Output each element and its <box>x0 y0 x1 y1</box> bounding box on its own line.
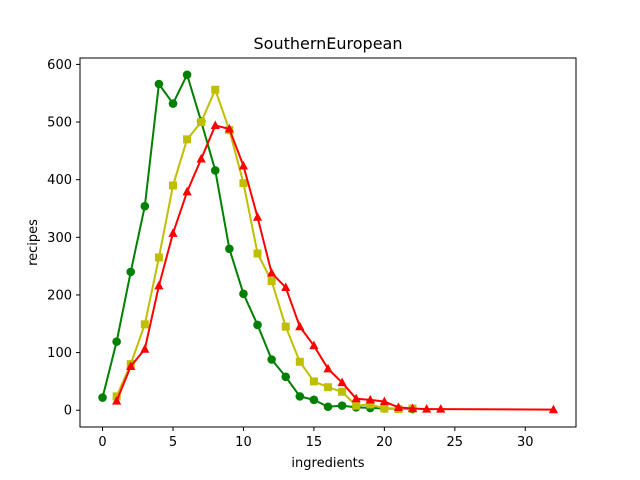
data-point <box>210 166 220 175</box>
data-point <box>211 85 220 94</box>
data-point <box>253 249 262 258</box>
data-point <box>422 404 432 413</box>
data-point <box>309 395 319 405</box>
data-point <box>407 403 418 413</box>
y-tick-label: 200 <box>47 288 72 303</box>
data-point <box>281 372 291 382</box>
data-point <box>295 357 304 366</box>
y-tick-label: 100 <box>47 346 72 361</box>
data-point <box>436 404 446 413</box>
chart-title: SouthernEuropean <box>254 34 403 53</box>
data-point <box>182 186 192 196</box>
data-point <box>337 401 347 410</box>
data-point <box>295 321 305 331</box>
data-point <box>380 404 389 413</box>
data-point <box>267 268 277 277</box>
data-point <box>351 393 361 403</box>
data-point <box>98 393 107 402</box>
x-tick-label: 20 <box>376 435 393 450</box>
series-3 <box>112 120 559 414</box>
data-point <box>112 396 122 405</box>
data-point <box>168 99 178 108</box>
data-point <box>183 135 192 144</box>
y-axis-label: recipes <box>26 219 41 266</box>
data-point <box>393 402 404 411</box>
data-point <box>126 267 136 277</box>
data-point <box>154 280 164 290</box>
data-point <box>309 377 318 386</box>
data-point <box>323 363 333 373</box>
data-point <box>154 253 163 262</box>
data-point <box>379 396 389 406</box>
data-point <box>169 181 177 190</box>
data-point <box>239 289 248 299</box>
data-point <box>196 153 206 163</box>
y-tick-label: 300 <box>47 231 72 246</box>
x-tick-label: 30 <box>517 435 534 450</box>
x-axis-label: ingredients <box>291 456 364 471</box>
x-tick-label: 0 <box>98 435 106 450</box>
data-point <box>366 400 375 409</box>
data-point <box>267 277 276 286</box>
data-point <box>197 118 206 127</box>
data-point <box>252 212 263 221</box>
data-point <box>548 404 559 414</box>
plot-area <box>98 70 559 414</box>
x-tick-label: 10 <box>235 435 252 450</box>
data-point <box>140 344 150 353</box>
data-point <box>239 179 248 188</box>
series-line <box>101 73 413 411</box>
data-point <box>338 387 347 396</box>
data-point <box>210 120 220 130</box>
data-point <box>168 228 178 237</box>
axes-frame <box>79 57 577 428</box>
data-point <box>324 383 332 392</box>
data-point <box>337 377 347 387</box>
x-tick-label: 25 <box>447 435 464 450</box>
y-tick-label: 0 <box>64 404 72 419</box>
data-point <box>238 160 249 170</box>
y-tick-label: 600 <box>47 58 72 73</box>
data-point <box>281 282 291 292</box>
data-point <box>225 244 234 254</box>
data-point <box>253 320 262 330</box>
data-point <box>309 340 319 350</box>
data-point <box>323 402 333 412</box>
y-tick-label: 400 <box>47 173 72 188</box>
data-point <box>224 123 234 133</box>
data-point <box>140 320 149 329</box>
x-tick-label: 15 <box>306 435 323 450</box>
data-point <box>267 355 276 364</box>
data-point <box>295 392 305 401</box>
x-tick-label: 5 <box>169 435 177 450</box>
y-tick-label: 500 <box>47 116 72 131</box>
data-point <box>352 401 361 410</box>
data-point <box>182 70 192 80</box>
data-point <box>154 79 164 89</box>
data-point <box>365 394 375 404</box>
data-point <box>112 337 121 346</box>
data-point <box>281 322 290 331</box>
data-point <box>126 361 136 371</box>
series-line <box>115 88 413 411</box>
data-point <box>140 201 150 211</box>
